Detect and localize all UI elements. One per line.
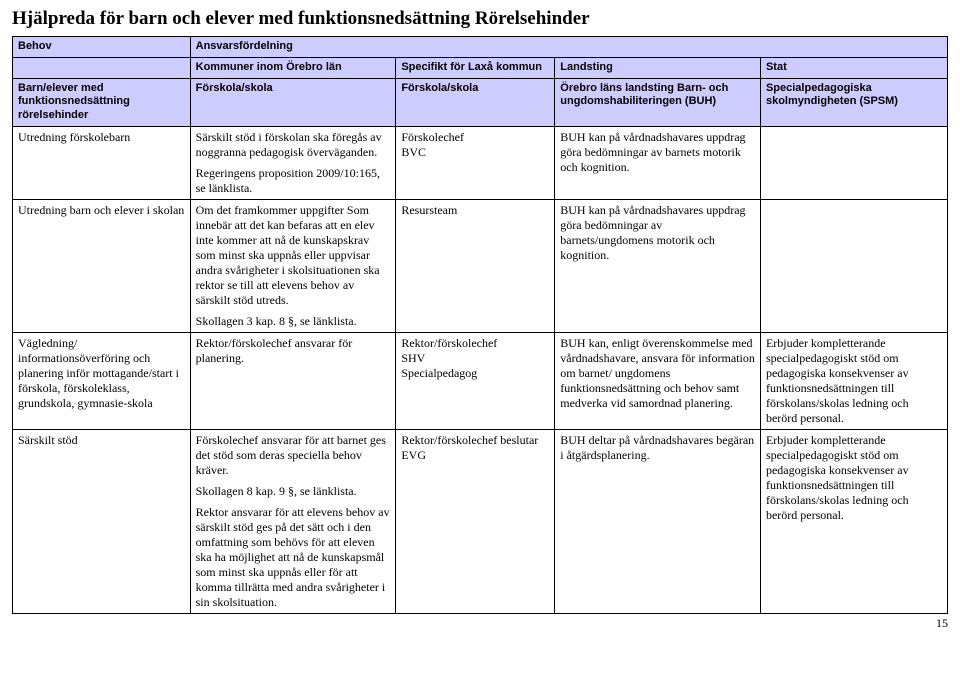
cell-kommuner: Förskolechef ansvarar för att barnet ges…	[190, 429, 396, 613]
cell-text: Rektor/förskolechef	[401, 336, 497, 350]
page-number: 15	[12, 616, 948, 631]
hdr-kommuner: Kommuner inom Örebro län	[190, 57, 396, 78]
cell-behov: Vägledning/ informationsöverföring och p…	[13, 332, 191, 429]
hdr-behov: Behov	[13, 37, 191, 58]
cell-text: EVG	[401, 448, 426, 462]
cell-text: Rektor ansvarar för att elevens behov av…	[196, 505, 391, 610]
cell-specifikt: Rektor/förskolechef SHV Specialpedagog	[396, 332, 555, 429]
hdr3-c2: Förskola/skola	[190, 78, 396, 126]
cell-text: SHV	[401, 351, 425, 365]
cell-text: Skollagen 8 kap. 9 §, se länklista.	[196, 484, 391, 499]
cell-stat	[760, 126, 947, 199]
hdr3-c1: Barn/elever med funktionsnedsättning rör…	[13, 78, 191, 126]
cell-text: Specialpedagog	[401, 366, 477, 380]
cell-specifikt: Resursteam	[396, 199, 555, 332]
table-row: Utredning förskolebarn Särskilt stöd i f…	[13, 126, 948, 199]
cell-kommuner: Särskilt stöd i förskolan ska föregås av…	[190, 126, 396, 199]
cell-behov: Utredning barn och elever i skolan	[13, 199, 191, 332]
hdr-stat: Stat	[760, 57, 947, 78]
cell-text: Regeringens proposition 2009/10:165, se …	[196, 166, 391, 196]
cell-text: Rektor/förskolechef beslutar	[401, 433, 538, 447]
main-table: Behov Ansvarsfördelning Kommuner inom Ör…	[12, 36, 948, 614]
cell-kommuner: Om det framkommer uppgifter Som innebär …	[190, 199, 396, 332]
hdr-blank	[13, 57, 191, 78]
table-row: Särskilt stöd Förskolechef ansvarar för …	[13, 429, 948, 613]
cell-text: Om det framkommer uppgifter Som innebär …	[196, 203, 391, 308]
cell-text: BVC	[401, 145, 426, 159]
cell-landsting: BUH kan på vårdnadshavares uppdrag göra …	[555, 199, 761, 332]
cell-behov: Utredning förskolebarn	[13, 126, 191, 199]
cell-landsting: BUH kan, enligt överenskommelse med vård…	[555, 332, 761, 429]
cell-text: Förskolechef	[401, 130, 464, 144]
cell-text: Särskilt stöd i förskolan ska föregås av…	[196, 130, 391, 160]
cell-stat: Erbjuder kompletterande specialpedagogis…	[760, 332, 947, 429]
hdr-landsting: Landsting	[555, 57, 761, 78]
table-row: Utredning barn och elever i skolan Om de…	[13, 199, 948, 332]
page-title: Hjälpreda för barn och elever med funkti…	[12, 8, 948, 30]
cell-landsting: BUH kan på vårdnadshavares uppdrag göra …	[555, 126, 761, 199]
cell-landsting: BUH deltar på vårdnadshavares begäran i …	[555, 429, 761, 613]
hdr-ansvar: Ansvarsfördelning	[190, 37, 947, 58]
hdr3-c3: Förskola/skola	[396, 78, 555, 126]
hdr-specifikt: Specifikt för Laxå kommun	[396, 57, 555, 78]
cell-stat	[760, 199, 947, 332]
cell-kommuner: Rektor/förskolechef ansvarar för planeri…	[190, 332, 396, 429]
table-row: Vägledning/ informationsöverföring och p…	[13, 332, 948, 429]
cell-specifikt: Rektor/förskolechef beslutar EVG	[396, 429, 555, 613]
cell-stat: Erbjuder kompletterande specialpedagogis…	[760, 429, 947, 613]
cell-specifikt: Förskolechef BVC	[396, 126, 555, 199]
cell-text: Förskolechef ansvarar för att barnet ges…	[196, 433, 391, 478]
cell-behov: Särskilt stöd	[13, 429, 191, 613]
hdr3-c5: Specialpedagogiska skolmyndigheten (SPSM…	[760, 78, 947, 126]
cell-text: Skollagen 3 kap. 8 §, se länklista.	[196, 314, 391, 329]
hdr3-c4: Örebro läns landsting Barn- och ungdomsh…	[555, 78, 761, 126]
